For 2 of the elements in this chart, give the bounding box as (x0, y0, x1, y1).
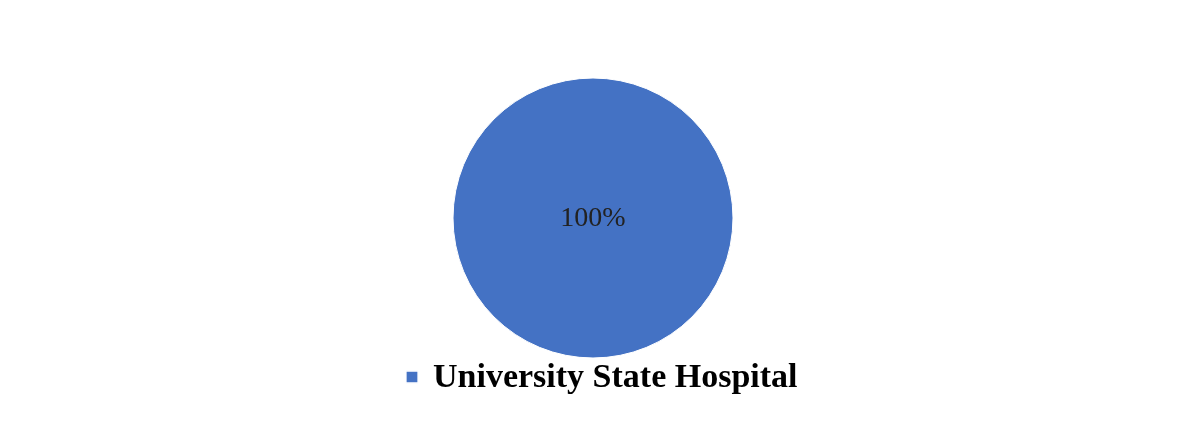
legend-label: University State Hospital (433, 357, 798, 394)
data-label: 100% (560, 201, 626, 232)
